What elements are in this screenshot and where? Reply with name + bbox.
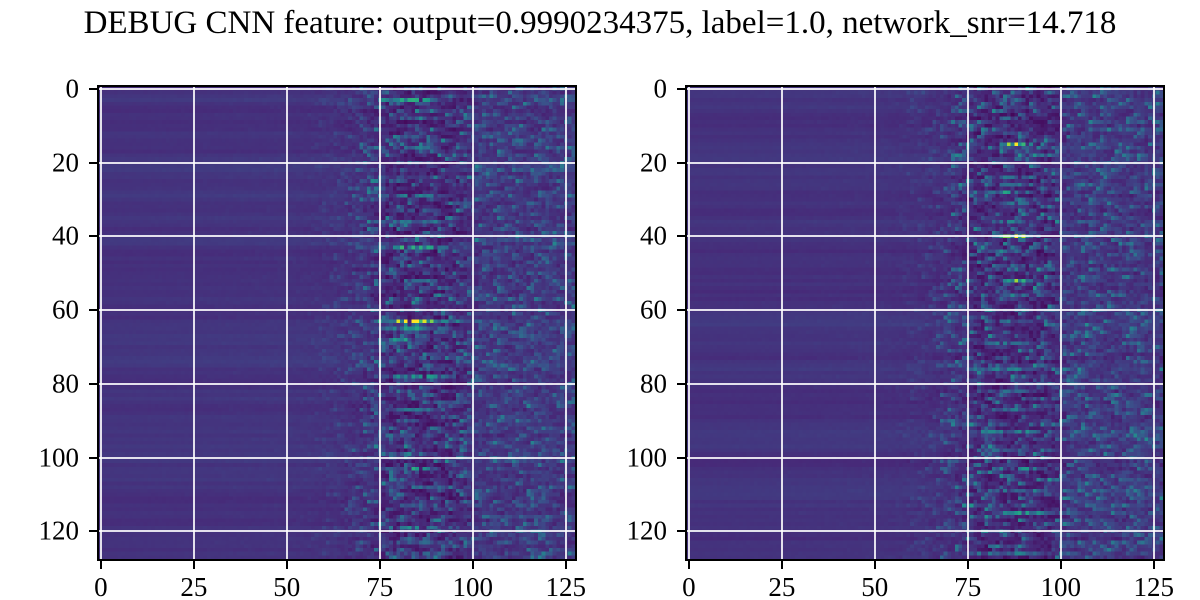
gridline-y-100 <box>99 456 575 459</box>
y-tick-mark-20 <box>677 161 685 164</box>
y-tick-label-40: 40 <box>640 220 667 251</box>
gridline-y-60 <box>687 309 1163 312</box>
gridline-x-25 <box>780 87 783 559</box>
gridline-x-25 <box>192 87 195 559</box>
plot-area <box>685 85 1165 561</box>
x-tick-label-125: 125 <box>1133 572 1174 600</box>
gridline-y-80 <box>99 382 575 385</box>
gridline-x-50 <box>285 87 288 559</box>
y-tick-mark-100 <box>89 456 97 459</box>
gridline-x-50 <box>873 87 876 559</box>
x-tick-mark-50 <box>873 561 876 569</box>
y-tick-mark-20 <box>89 161 97 164</box>
x-tick-label-25: 25 <box>768 572 796 600</box>
x-tick-label-0: 0 <box>682 572 696 600</box>
x-tick-mark-125 <box>1152 561 1155 569</box>
gridline-y-80 <box>687 382 1163 385</box>
x-tick-mark-75 <box>966 561 969 569</box>
x-tick-mark-50 <box>285 561 288 569</box>
figure-title: DEBUG CNN feature: output=0.9990234375, … <box>83 5 1117 41</box>
gridline-x-75 <box>378 87 381 559</box>
x-tick-mark-25 <box>192 561 195 569</box>
x-tick-label-100: 100 <box>452 572 493 600</box>
x-tick-label-125: 125 <box>545 572 586 600</box>
y-tick-mark-0 <box>677 87 685 90</box>
y-tick-label-100: 100 <box>38 442 80 473</box>
y-tick-mark-100 <box>677 456 685 459</box>
gridline-y-20 <box>687 161 1163 164</box>
y-tick-label-100: 100 <box>626 442 668 473</box>
gridline-x-125 <box>1152 87 1155 559</box>
gridline-x-0 <box>99 87 102 559</box>
gridline-x-75 <box>966 87 969 559</box>
gridline-y-100 <box>687 456 1163 459</box>
y-tick-mark-40 <box>677 235 685 238</box>
y-tick-mark-60 <box>677 309 685 312</box>
gridline-y-40 <box>687 235 1163 238</box>
x-tick-label-50: 50 <box>273 572 301 600</box>
gridline-y-40 <box>99 235 575 238</box>
heatmap-canvas <box>687 87 1163 559</box>
x-tick-mark-0 <box>99 561 102 569</box>
y-tick-label-0: 0 <box>653 73 668 104</box>
gridline-y-120 <box>99 530 575 533</box>
gridline-x-0 <box>687 87 690 559</box>
x-tick-mark-125 <box>564 561 567 569</box>
y-tick-mark-80 <box>89 382 97 385</box>
y-tick-label-20: 20 <box>52 147 79 178</box>
heatmap-canvas <box>99 87 575 559</box>
y-tick-label-60: 60 <box>52 294 79 325</box>
y-tick-mark-120 <box>89 530 97 533</box>
heatmap-panel-right: 0 25 50 75 100 125 0 20 40 60 80 100 120 <box>627 75 1174 600</box>
gridline-x-100 <box>471 87 474 559</box>
y-tick-label-0: 0 <box>65 73 80 104</box>
plot-area <box>97 85 577 561</box>
x-tick-label-100: 100 <box>1040 572 1081 600</box>
gridline-y-0 <box>687 87 1163 90</box>
x-tick-label-25: 25 <box>180 572 208 600</box>
gridline-y-0 <box>99 87 575 90</box>
x-tick-mark-75 <box>378 561 381 569</box>
x-tick-label-75: 75 <box>366 572 394 600</box>
heatmap-panel-left: 0 25 50 75 100 125 0 20 40 60 80 100 120 <box>39 75 586 600</box>
gridline-y-20 <box>99 161 575 164</box>
y-tick-label-80: 80 <box>52 368 79 399</box>
y-tick-mark-40 <box>89 235 97 238</box>
gridline-y-60 <box>99 309 575 312</box>
y-tick-mark-80 <box>677 382 685 385</box>
y-tick-label-40: 40 <box>52 220 79 251</box>
gridline-x-125 <box>564 87 567 559</box>
x-tick-label-75: 75 <box>954 572 982 600</box>
x-tick-mark-100 <box>471 561 474 569</box>
x-tick-label-0: 0 <box>94 572 108 600</box>
gridline-x-100 <box>1059 87 1062 559</box>
gridline-y-120 <box>687 530 1163 533</box>
y-tick-mark-60 <box>89 309 97 312</box>
y-tick-mark-0 <box>89 87 97 90</box>
x-tick-mark-0 <box>687 561 690 569</box>
y-tick-label-120: 120 <box>38 515 80 546</box>
y-tick-label-120: 120 <box>626 515 668 546</box>
x-tick-mark-25 <box>780 561 783 569</box>
y-tick-mark-120 <box>677 530 685 533</box>
x-tick-label-50: 50 <box>861 572 889 600</box>
y-tick-label-60: 60 <box>640 294 667 325</box>
y-tick-label-20: 20 <box>640 147 667 178</box>
y-tick-label-80: 80 <box>640 368 667 399</box>
x-tick-mark-100 <box>1059 561 1062 569</box>
